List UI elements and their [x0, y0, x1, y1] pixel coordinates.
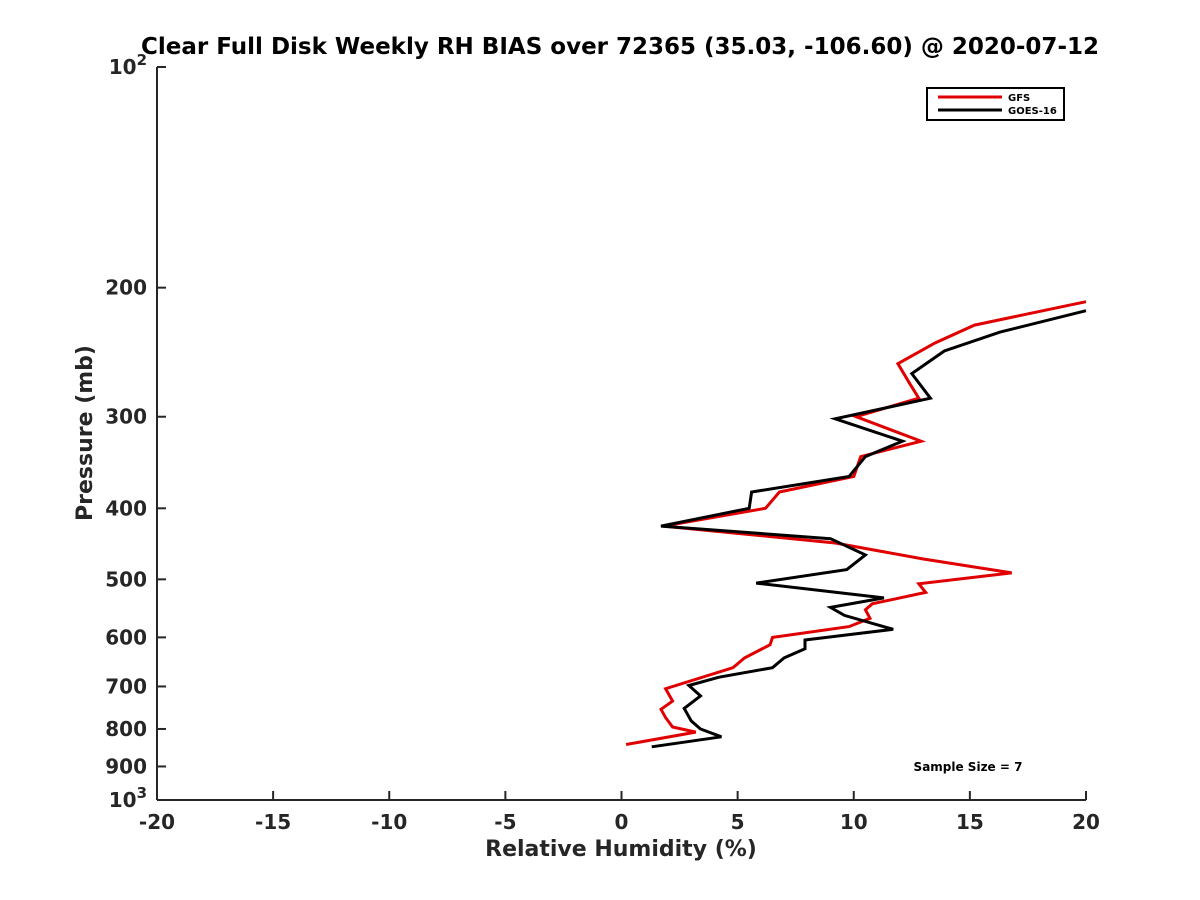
x-tick-label: -20: [139, 810, 175, 834]
y-tick-label: 400: [105, 496, 147, 520]
series-line-gfs: [625, 300, 1087, 746]
y-tick-label: 103: [109, 784, 147, 812]
plot-axes: -20 -15 -10 -5 0 5 10 15 20 102 200 300 400 500 600 700…: [105, 51, 1100, 834]
x-tick-label: -10: [371, 810, 407, 834]
series-line-goes16: [651, 309, 1087, 749]
series-layer: [625, 300, 1087, 749]
y-tick-label: 700: [105, 674, 147, 698]
y-tick-label: 800: [105, 717, 147, 741]
x-tick-label: -15: [255, 810, 291, 834]
sample-size-annotation: Sample Size = 7: [914, 760, 1023, 774]
y-tick-label: 200: [105, 276, 147, 300]
legend-label-goes16: GOES-16: [1008, 106, 1057, 117]
chart-title: Clear Full Disk Weekly RH BIAS over 7236…: [141, 34, 1099, 60]
y-tick-label: 900: [105, 754, 147, 778]
legend-box: [926, 87, 1065, 121]
y-tick-label: 600: [105, 625, 147, 649]
x-tick-label: 5: [731, 810, 745, 834]
x-tick-label: 10: [840, 810, 868, 834]
legend-label-gfs: GFS: [1008, 93, 1030, 104]
x-tick-label: 0: [615, 810, 629, 834]
y-tick-label: 300: [105, 405, 147, 429]
x-tick-label: 20: [1072, 810, 1100, 834]
x-tick-label: 15: [956, 810, 984, 834]
y-tick-label: 500: [105, 567, 147, 591]
legend: GFS GOES-16: [926, 87, 1065, 121]
y-tick-label: 102: [109, 51, 147, 79]
x-axis-title: Relative Humidity (%): [485, 837, 757, 862]
y-axis-title: Pressure (mb): [73, 345, 98, 521]
x-tick-label: -5: [494, 810, 516, 834]
